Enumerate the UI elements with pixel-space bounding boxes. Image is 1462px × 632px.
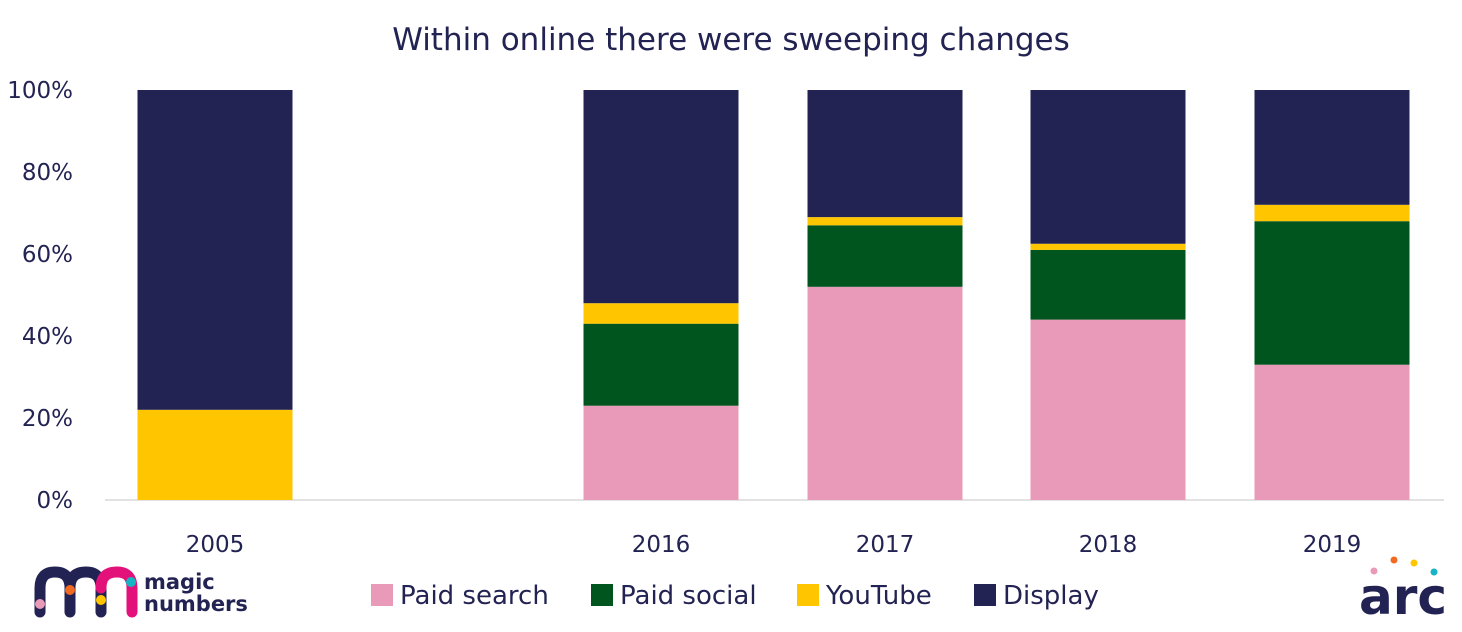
bar-segment: [807, 217, 963, 226]
bar-segment: [1254, 204, 1410, 222]
bar-segment: [137, 409, 293, 500]
bar-segment: [1254, 90, 1410, 205]
legend-label: YouTube: [825, 581, 932, 611]
bar-segment: [1030, 249, 1186, 320]
x-tick-label: 2018: [1079, 532, 1138, 558]
legend-label: Display: [1003, 581, 1099, 611]
y-tick-label: 80%: [22, 160, 73, 186]
bar-segment: [807, 225, 963, 287]
legend-swatch: [591, 584, 613, 606]
bar-segment: [1030, 243, 1186, 250]
bar-segment: [583, 323, 739, 406]
legend-swatch: [371, 584, 393, 606]
bar-segment: [583, 405, 739, 500]
bar-segment: [807, 286, 963, 500]
legend-label: Paid search: [400, 581, 549, 611]
bar-segment: [1254, 221, 1410, 365]
logo-arc-text: arc: [1359, 568, 1447, 626]
logo-magic-text: magic: [144, 570, 215, 594]
bar-segment: [1030, 90, 1186, 244]
bar-segment: [1254, 364, 1410, 500]
bar-segment: [807, 90, 963, 218]
x-tick-label: 2016: [632, 532, 691, 558]
bars: [137, 90, 1410, 500]
legend-swatch: [974, 584, 996, 606]
x-axis: 2005 2016 2017 2018 2019: [186, 532, 1362, 558]
legend-swatch: [797, 584, 819, 606]
arc-logo: arc: [1359, 556, 1447, 626]
bar-segment: [583, 90, 739, 304]
chart-title: Within online there were sweeping change…: [392, 22, 1070, 58]
y-tick-label: 40%: [22, 324, 73, 350]
legend: Paid search Paid social YouTube Display: [371, 581, 1099, 611]
magic-numbers-logo: magic numbers: [34, 566, 248, 618]
bar-segment: [137, 90, 293, 410]
y-axis: 0% 20% 40% 60% 80% 100%: [7, 78, 73, 514]
x-tick-label: 2005: [186, 532, 245, 558]
y-tick-label: 0%: [37, 488, 74, 514]
y-tick-label: 100%: [7, 78, 73, 104]
x-tick-label: 2017: [856, 532, 915, 558]
legend-label: Paid social: [620, 581, 757, 611]
logo-numbers-text: numbers: [144, 592, 248, 616]
bar-segment: [1030, 319, 1186, 500]
bar-segment: [583, 303, 739, 324]
x-tick-label: 2019: [1303, 532, 1362, 558]
y-tick-label: 20%: [22, 406, 73, 432]
y-tick-label: 60%: [22, 242, 73, 268]
